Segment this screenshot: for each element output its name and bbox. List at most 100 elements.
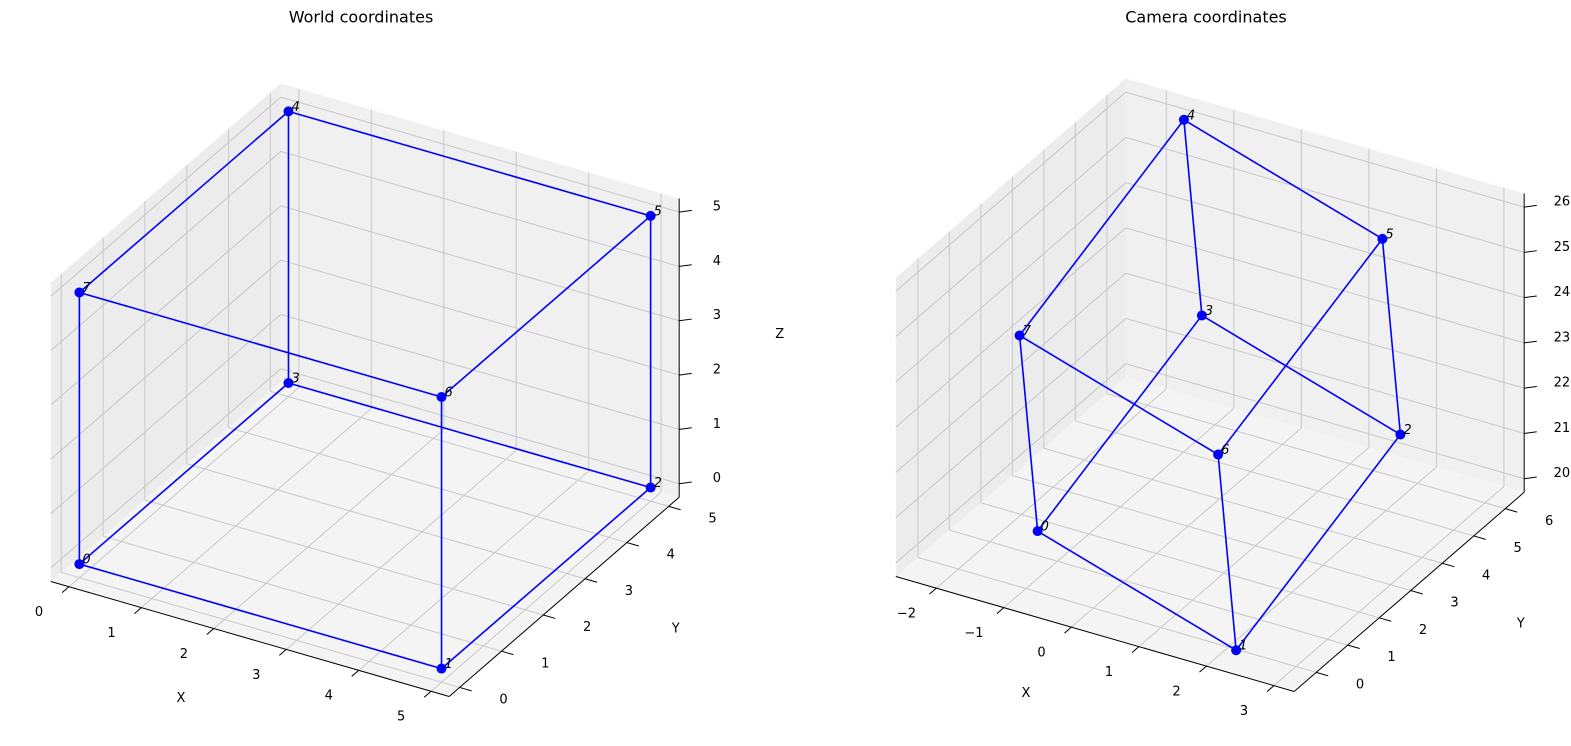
x-tick-label: 5 (397, 710, 405, 725)
y-tick-label: 5 (708, 511, 716, 526)
x-axis-label: X (1022, 686, 1031, 701)
y-tick-label: 2 (1419, 623, 1427, 638)
point-label: 3 (1205, 304, 1213, 319)
z-tick-label: 22 (1554, 376, 1571, 391)
z-axis-label: Z (775, 327, 784, 342)
tick-mark (1316, 671, 1329, 677)
tick-mark (679, 427, 692, 430)
y-tick-label: 3 (1450, 596, 1458, 611)
tick-mark (134, 607, 142, 614)
z-tick-label: 3 (713, 308, 721, 323)
tick-mark (423, 690, 432, 698)
point (436, 663, 447, 674)
tick-mark (584, 578, 598, 583)
y-tick-label: 1 (541, 656, 549, 671)
tick-mark (1347, 644, 1360, 650)
point-label: 7 (1023, 324, 1032, 339)
grid-line (50, 314, 282, 514)
tick-mark (459, 686, 472, 692)
tick-mark (1199, 665, 1207, 673)
grid-line (50, 368, 282, 569)
y-tick-label: 3 (625, 584, 633, 599)
tick-mark (1524, 250, 1537, 253)
tick-mark (61, 586, 70, 594)
grid-line (141, 408, 372, 608)
y-axis-line (1293, 491, 1525, 692)
pane-z (50, 382, 680, 697)
grid-line (358, 470, 589, 671)
grid-line (1138, 447, 1370, 648)
grid-line (1125, 272, 1525, 389)
y-tick-label: 1 (1387, 650, 1395, 665)
tick-mark (1064, 626, 1072, 634)
tick-mark (1505, 508, 1518, 513)
grid-line (895, 91, 1127, 292)
tick-mark (1131, 646, 1140, 653)
point (283, 106, 294, 117)
point-label: 0 (82, 553, 90, 568)
chart-title: World coordinates (289, 8, 434, 27)
grid-line (102, 535, 502, 652)
grid-line (280, 259, 680, 376)
point-label: 6 (1221, 443, 1229, 458)
edge (441, 486, 652, 670)
grid-line (1125, 91, 1525, 208)
edge (1235, 434, 1402, 651)
grid-line (144, 499, 544, 616)
tick-mark (679, 372, 692, 376)
point (1395, 429, 1406, 440)
y-axis-label: Y (671, 622, 680, 637)
pane-y (280, 83, 680, 498)
x-tick-label: 4 (325, 689, 333, 704)
grid-line (1273, 486, 1505, 687)
grid-line (917, 556, 1317, 673)
grid-line (895, 182, 1127, 383)
x-tick-label: 2 (1172, 685, 1180, 700)
tick-mark (351, 669, 359, 677)
z-tick-label: 0 (713, 471, 721, 486)
grid-line (1106, 393, 1506, 510)
x-axis-label: X (177, 691, 186, 706)
grid-line (68, 387, 300, 588)
tick-mark (1379, 617, 1392, 622)
z-tick-label: 25 (1554, 240, 1571, 255)
tick-mark (996, 607, 1005, 615)
grid-line (1125, 363, 1525, 480)
grid-line (50, 259, 282, 460)
grid-line (280, 150, 680, 267)
grid-line (285, 449, 517, 650)
grid-line (895, 363, 1127, 564)
grid-line (280, 96, 680, 213)
grid-line (61, 571, 460, 688)
grid-line (895, 272, 1127, 473)
point (1231, 645, 1242, 656)
point-label: 7 (82, 281, 91, 296)
z-tick-label: 20 (1554, 466, 1571, 481)
z-tick-label: 26 (1554, 195, 1571, 210)
grid-line (936, 388, 1167, 589)
y-tick-label: 4 (1482, 568, 1490, 583)
point-label: 5 (654, 204, 662, 219)
tick-mark (626, 542, 639, 547)
tick-mark (679, 264, 692, 267)
tick-mark (1473, 535, 1486, 540)
x-tick-label: 2 (180, 647, 188, 662)
grid-line (50, 205, 282, 406)
pane-z (895, 377, 1525, 692)
grid-line (1125, 136, 1525, 253)
y-tick-label: 0 (499, 693, 507, 708)
grid-line (1043, 447, 1443, 564)
chart-title: Camera coordinates (1125, 8, 1287, 27)
tick-mark (206, 628, 215, 635)
grid-line (1125, 227, 1525, 344)
point (436, 392, 447, 403)
x-tick-label: −2 (897, 607, 916, 622)
point-label: 3 (291, 371, 299, 386)
pane-x (50, 83, 281, 582)
tick-mark (543, 614, 556, 619)
grid-line (430, 491, 662, 692)
point (1014, 330, 1025, 341)
z-tick-label: 1 (713, 417, 721, 432)
tick-mark (679, 481, 692, 485)
